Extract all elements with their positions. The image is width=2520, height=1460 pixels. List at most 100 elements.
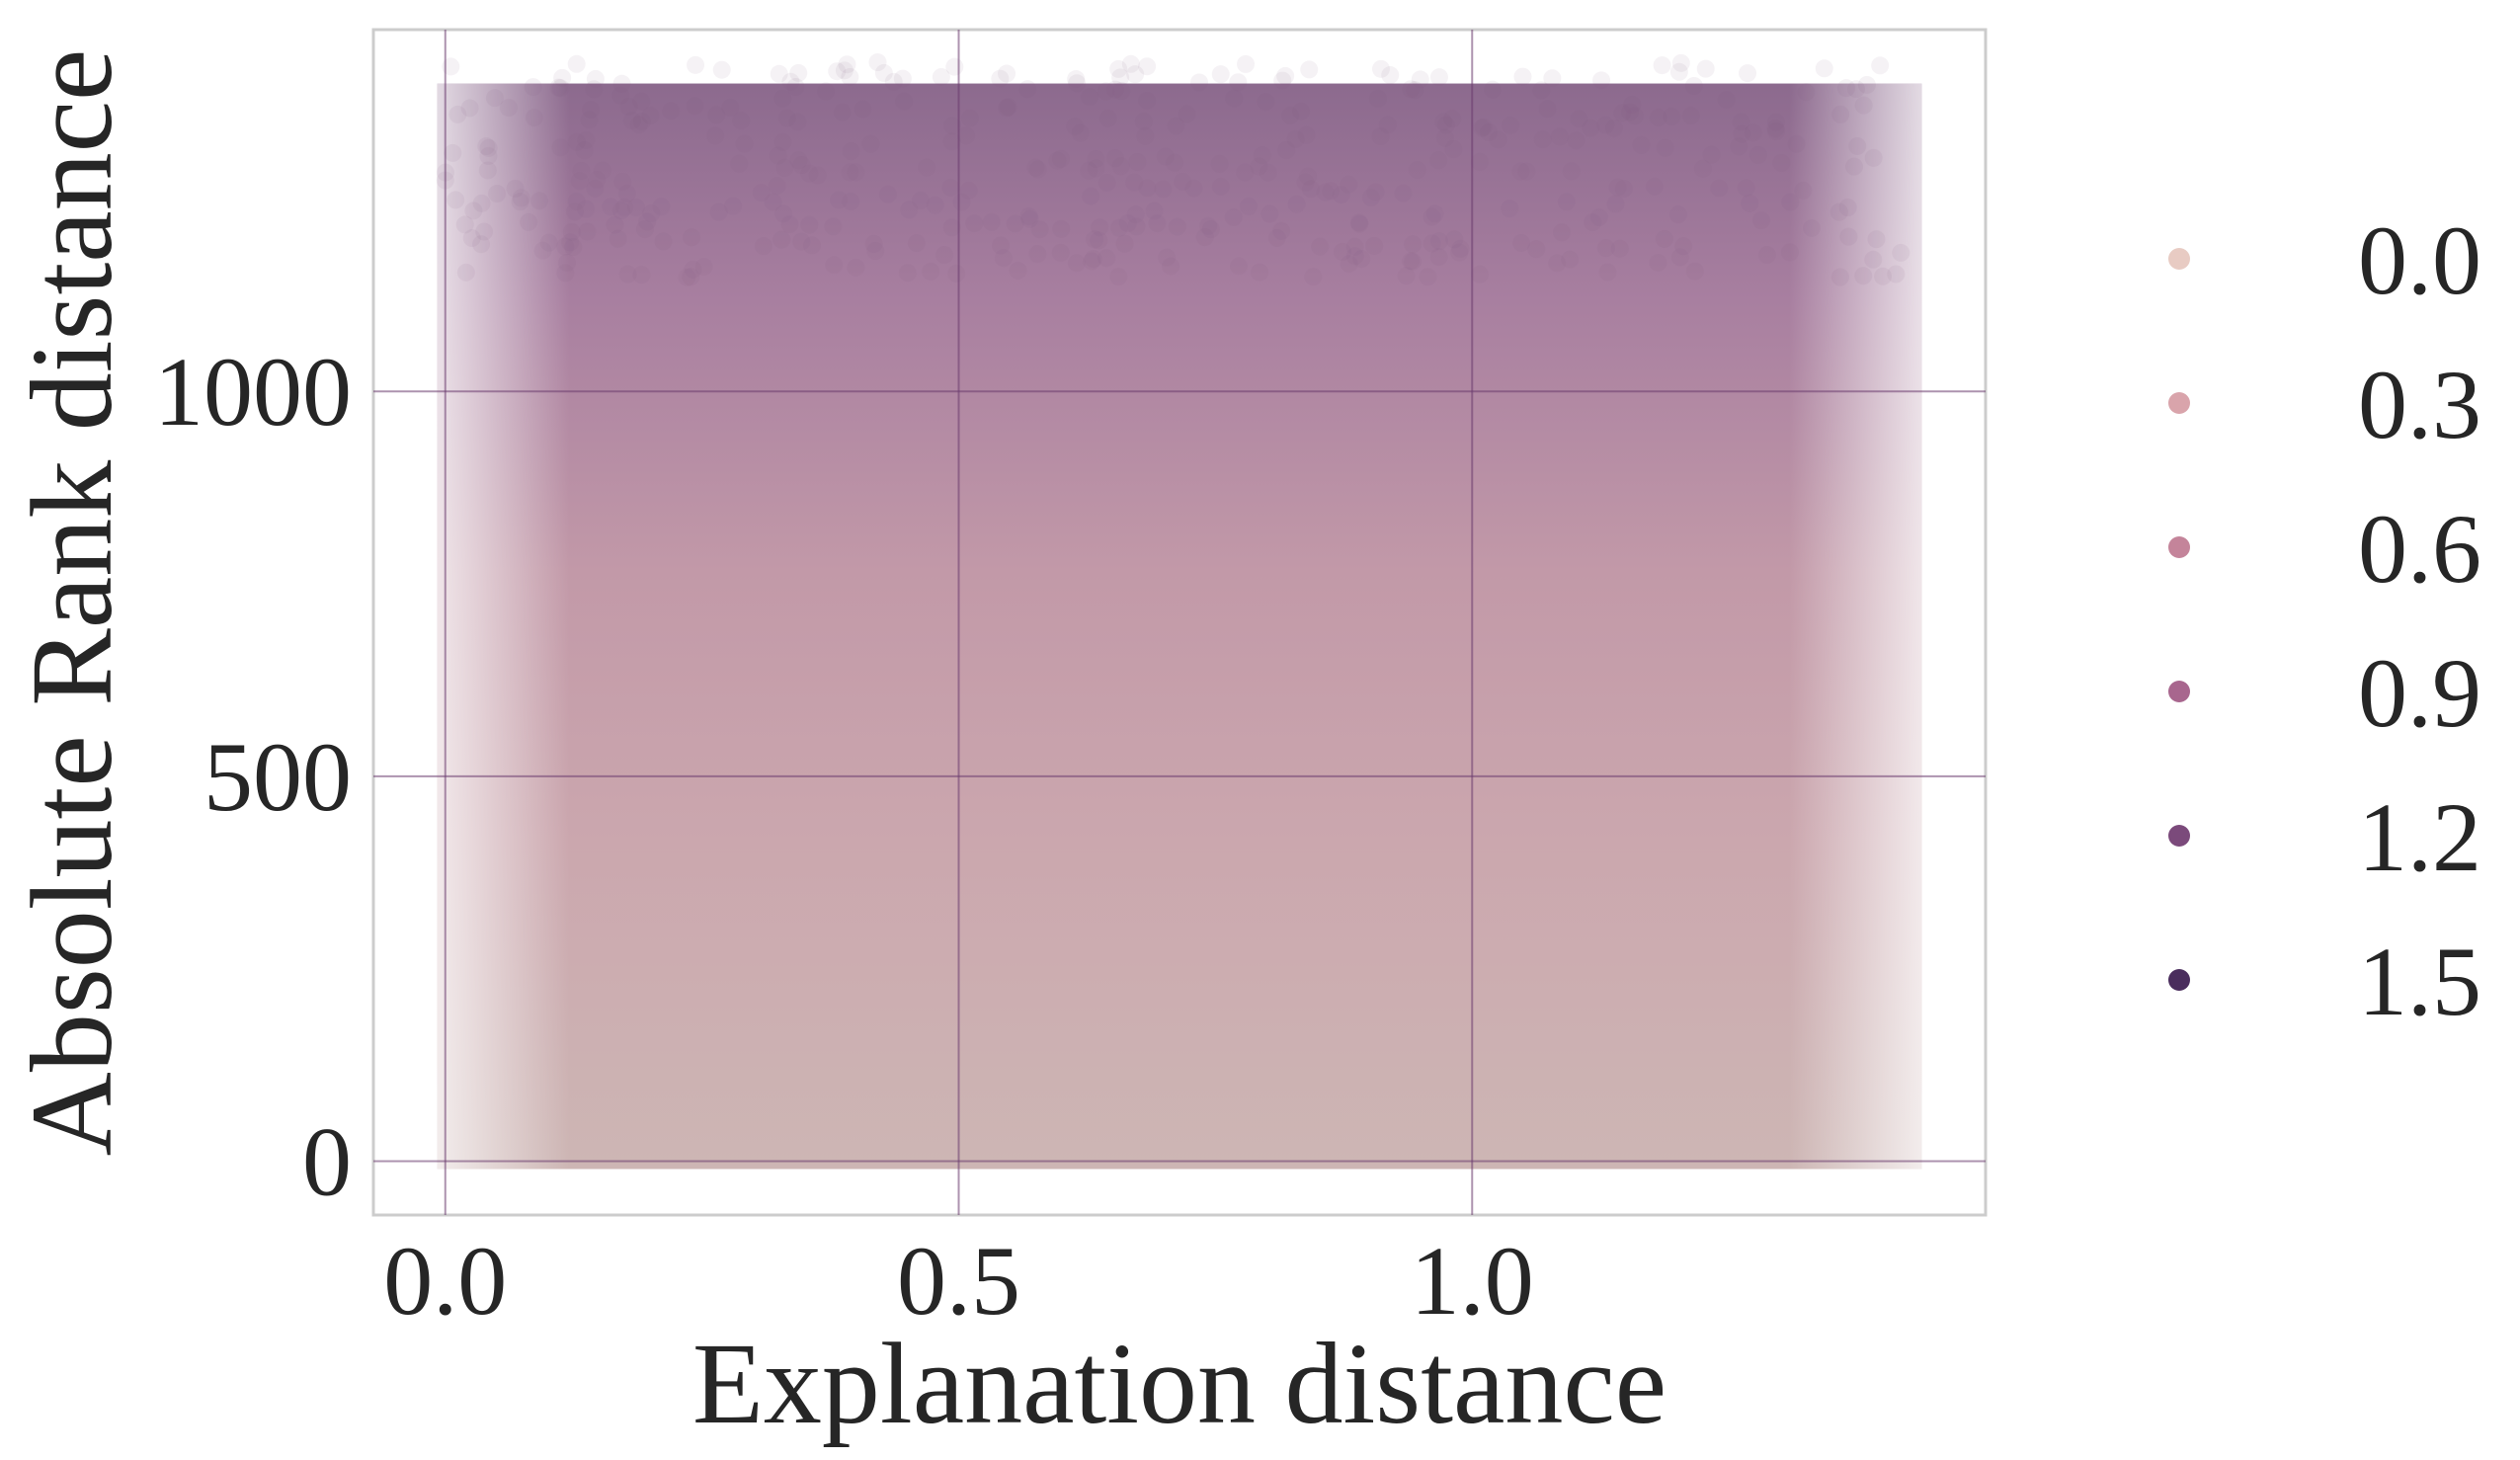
data-point: [611, 202, 630, 220]
data-point: [1098, 109, 1117, 127]
data-point: [1867, 230, 1886, 249]
data-point: [635, 220, 654, 239]
data-point: [1371, 59, 1390, 78]
data-point: [1668, 205, 1687, 224]
legend-marker: [2168, 825, 2190, 847]
data-point: [1892, 243, 1910, 262]
data-point: [706, 126, 725, 145]
data-point: [1340, 175, 1358, 194]
data-point: [770, 64, 788, 83]
data-point: [1125, 173, 1144, 192]
data-point: [1109, 268, 1128, 286]
data-point: [1592, 71, 1611, 90]
data-point: [485, 89, 504, 108]
data-point: [572, 161, 591, 180]
data-point: [1066, 117, 1085, 135]
data-point: [1087, 150, 1105, 169]
data-point: [632, 92, 651, 111]
data-point: [479, 146, 498, 165]
x-tick-label: 1.0: [1411, 1226, 1534, 1336]
data-point: [1425, 204, 1444, 223]
data-point: [1199, 216, 1218, 235]
legend-label: 1.5: [2358, 927, 2481, 1036]
data-point: [1277, 141, 1296, 160]
data-point: [1257, 93, 1275, 112]
data-point: [1091, 218, 1109, 237]
data-point: [1138, 57, 1157, 76]
data-point: [817, 82, 836, 101]
data-point: [768, 177, 786, 196]
data-point: [1028, 160, 1047, 179]
data-point: [900, 201, 919, 219]
data-point: [911, 191, 930, 209]
data-point: [935, 246, 954, 265]
data-point: [1287, 195, 1306, 213]
data-point: [1299, 167, 1318, 186]
data-point: [478, 161, 497, 180]
data-point: [1127, 217, 1146, 236]
data-point: [593, 161, 611, 180]
data-point: [800, 215, 819, 234]
data-point: [1184, 179, 1203, 198]
data-point: [1239, 197, 1258, 215]
data-point: [1009, 261, 1027, 280]
data-point: [864, 234, 883, 253]
data-point: [1051, 243, 1070, 262]
data-point: [1273, 71, 1292, 90]
data-point: [694, 257, 713, 276]
data-point: [511, 193, 529, 211]
data-point: [1649, 253, 1667, 272]
data-point: [567, 132, 586, 151]
data-point: [606, 215, 624, 234]
data-point: [1669, 62, 1688, 81]
data-point: [1470, 152, 1489, 171]
data-point: [1052, 219, 1071, 238]
data-point: [1361, 189, 1380, 207]
data-point: [1201, 220, 1220, 239]
data-point: [1067, 70, 1086, 89]
data-point: [1854, 96, 1873, 115]
data-point: [895, 92, 914, 111]
data-point: [447, 191, 465, 209]
data-point: [1253, 146, 1271, 165]
x-axis-label: Explanation distance: [692, 1319, 1666, 1448]
data-point: [1766, 113, 1785, 131]
data-point: [1887, 265, 1906, 284]
data-point: [1115, 234, 1134, 253]
data-point: [1710, 179, 1729, 198]
data-point: [1300, 60, 1319, 79]
data-point: [506, 179, 525, 198]
data-point: [1145, 202, 1164, 220]
data-point: [991, 236, 1010, 255]
data-point: [615, 198, 634, 216]
data-point: [632, 112, 651, 130]
data-point: [841, 163, 859, 182]
data-point: [1352, 250, 1371, 269]
data-point: [1311, 237, 1330, 256]
data-point: [1693, 159, 1712, 178]
data-point: [1301, 180, 1320, 199]
data-point: [456, 263, 475, 282]
data-point: [1345, 237, 1364, 256]
data-point: [1333, 242, 1351, 261]
data-point: [1419, 268, 1437, 286]
data-point: [866, 241, 885, 260]
data-point: [1802, 218, 1821, 237]
data-point: [1406, 81, 1424, 100]
data-point: [1511, 162, 1530, 181]
data-point: [1473, 119, 1492, 137]
data-point: [735, 134, 754, 153]
x-tick-label: 0.5: [897, 1226, 1020, 1336]
data-point: [1443, 110, 1462, 128]
data-point: [1236, 163, 1255, 182]
data-point: [1444, 140, 1463, 159]
data-point: [1224, 208, 1243, 227]
data-point: [567, 192, 586, 210]
data-point: [1111, 157, 1130, 176]
data-point: [609, 229, 627, 248]
data-point-cloud: [436, 53, 1922, 1170]
data-point: [1126, 205, 1145, 224]
data-point: [662, 102, 681, 121]
point-cloud-left-fade: [437, 83, 570, 1170]
data-point: [1656, 138, 1674, 157]
